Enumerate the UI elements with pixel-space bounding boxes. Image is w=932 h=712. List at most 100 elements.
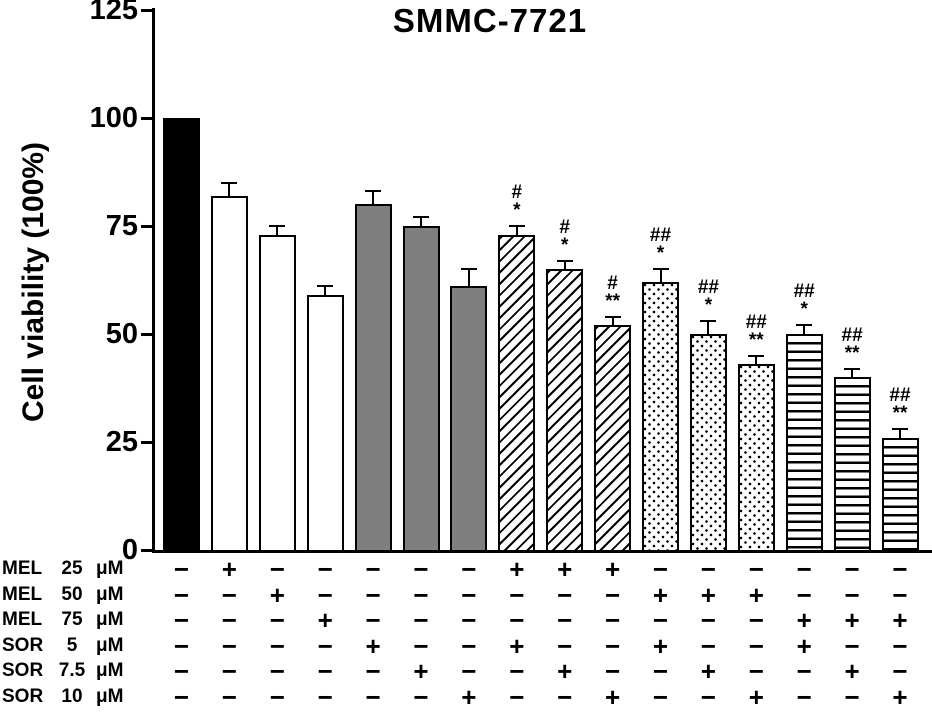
- error-bar-cap: [508, 225, 525, 227]
- treatment-sign: −: [652, 605, 669, 636]
- error-bar-cap: [460, 268, 477, 271]
- treatment-label-unit: μM: [96, 609, 124, 631]
- treatment-sign: −: [173, 656, 190, 687]
- significance-symbol: *: [656, 243, 665, 265]
- treatment-sign: −: [461, 656, 477, 687]
- treatment-sign: −: [365, 605, 381, 636]
- treatment-sign: −: [557, 682, 573, 712]
- y-axis-tick: [141, 548, 153, 552]
- treatment-label-drug: MEL: [2, 558, 43, 579]
- treatment-sign: −: [652, 656, 669, 687]
- treatment-sign: −: [365, 656, 381, 687]
- treatment-sign: −: [413, 605, 429, 636]
- treatment-sign: −: [461, 554, 477, 584]
- treatment-sign: +: [413, 656, 429, 687]
- treatment-label-unit: μM: [96, 660, 124, 682]
- error-bar: [276, 226, 279, 235]
- bar: [402, 226, 440, 552]
- treatment-sign: +: [844, 605, 860, 636]
- significance-symbol: *: [704, 295, 713, 317]
- treatment-sign: −: [796, 682, 812, 712]
- treatment-row-label: SOR 10 μM: [2, 684, 152, 710]
- treatment-sign: −: [269, 682, 285, 712]
- treatment-label-unit: μM: [96, 686, 124, 707]
- significance-symbol: **: [748, 329, 764, 351]
- treatment-sign: −: [221, 630, 237, 661]
- treatment-sign: +: [700, 656, 716, 687]
- y-axis-tick: [141, 224, 153, 228]
- error-bar: [755, 355, 758, 365]
- error-bar: [467, 269, 470, 287]
- treatment-sign: +: [461, 682, 477, 712]
- significance-annotation: # **: [586, 274, 640, 312]
- treatment-sign: +: [317, 605, 333, 636]
- treatment-sign: −: [173, 579, 190, 610]
- error-bar: [659, 269, 662, 283]
- treatment-sign: −: [317, 554, 333, 584]
- treatment-sign: −: [509, 682, 525, 712]
- treatment-sign: −: [269, 605, 285, 636]
- significance-annotation: ## *: [634, 226, 688, 265]
- treatment-sign: −: [173, 605, 190, 636]
- y-tick-label: 50: [105, 318, 138, 350]
- significance-symbol: **: [605, 290, 620, 312]
- treatment-sign: −: [892, 630, 908, 661]
- treatment-label-dose: 7.5: [58, 660, 86, 682]
- x-axis: [152, 550, 932, 553]
- treatment-label-drug: SOR: [2, 660, 44, 682]
- error-bar: [372, 191, 375, 205]
- significance-symbol: **: [844, 342, 860, 364]
- treatment-sign: +: [796, 605, 812, 636]
- treatment-sign: −: [365, 554, 381, 584]
- bar: [689, 334, 727, 552]
- significance-symbol: ##: [745, 311, 767, 333]
- treatment-sign: −: [173, 630, 190, 661]
- treatment-sign: −: [365, 579, 381, 610]
- significance-symbol: #: [511, 182, 523, 203]
- y-tick-label: 75: [105, 210, 138, 242]
- significance-annotation: ## **: [825, 326, 879, 364]
- treatment-label-unit: μM: [96, 583, 124, 605]
- treatment-sign: +: [509, 554, 525, 584]
- error-bar-cap: [413, 216, 429, 219]
- treatment-sign: +: [269, 579, 285, 610]
- error-bar-cap: [365, 190, 382, 193]
- treatment-sign: −: [317, 682, 333, 712]
- treatment-sign: +: [700, 579, 716, 610]
- treatment-sign: −: [173, 682, 190, 712]
- treatment-sign: +: [748, 682, 764, 712]
- bar: [163, 118, 200, 552]
- significance-symbol: *: [513, 200, 521, 221]
- error-bar-cap: [221, 181, 238, 184]
- treatment-sign: −: [413, 630, 429, 661]
- treatment-sign: −: [509, 579, 525, 610]
- y-axis-tick: [141, 116, 153, 120]
- treatment-sign: −: [461, 605, 477, 636]
- significance-symbol: **: [892, 403, 908, 425]
- significance-annotation: ## **: [729, 311, 783, 351]
- error-bar: [707, 321, 710, 334]
- treatment-sign: −: [748, 630, 764, 661]
- treatment-label-unit: μM: [96, 634, 124, 656]
- bar: [546, 269, 584, 552]
- treatment-sign: +: [748, 579, 764, 610]
- treatment-sign: −: [748, 554, 764, 584]
- bar: [210, 195, 248, 552]
- error-bar-cap: [317, 285, 334, 288]
- treatment-label-drug: MEL: [2, 609, 43, 631]
- bar: [306, 295, 344, 552]
- treatment-sign: −: [413, 682, 429, 712]
- treatment-sign: −: [892, 579, 908, 610]
- treatment-sign: −: [173, 554, 190, 584]
- y-tick-label: 100: [89, 102, 138, 134]
- treatment-sign: −: [652, 554, 669, 584]
- treatment-row-label: MEL 75 μM: [2, 607, 152, 633]
- treatment-sign: −: [509, 605, 525, 636]
- treatment-sign: +: [221, 554, 237, 584]
- significance-symbol: *: [560, 234, 569, 256]
- treatment-sign: −: [700, 554, 716, 584]
- error-bar-cap: [604, 315, 621, 318]
- treatment-label-drug: SOR: [2, 686, 44, 707]
- treatment-sign: −: [509, 656, 525, 687]
